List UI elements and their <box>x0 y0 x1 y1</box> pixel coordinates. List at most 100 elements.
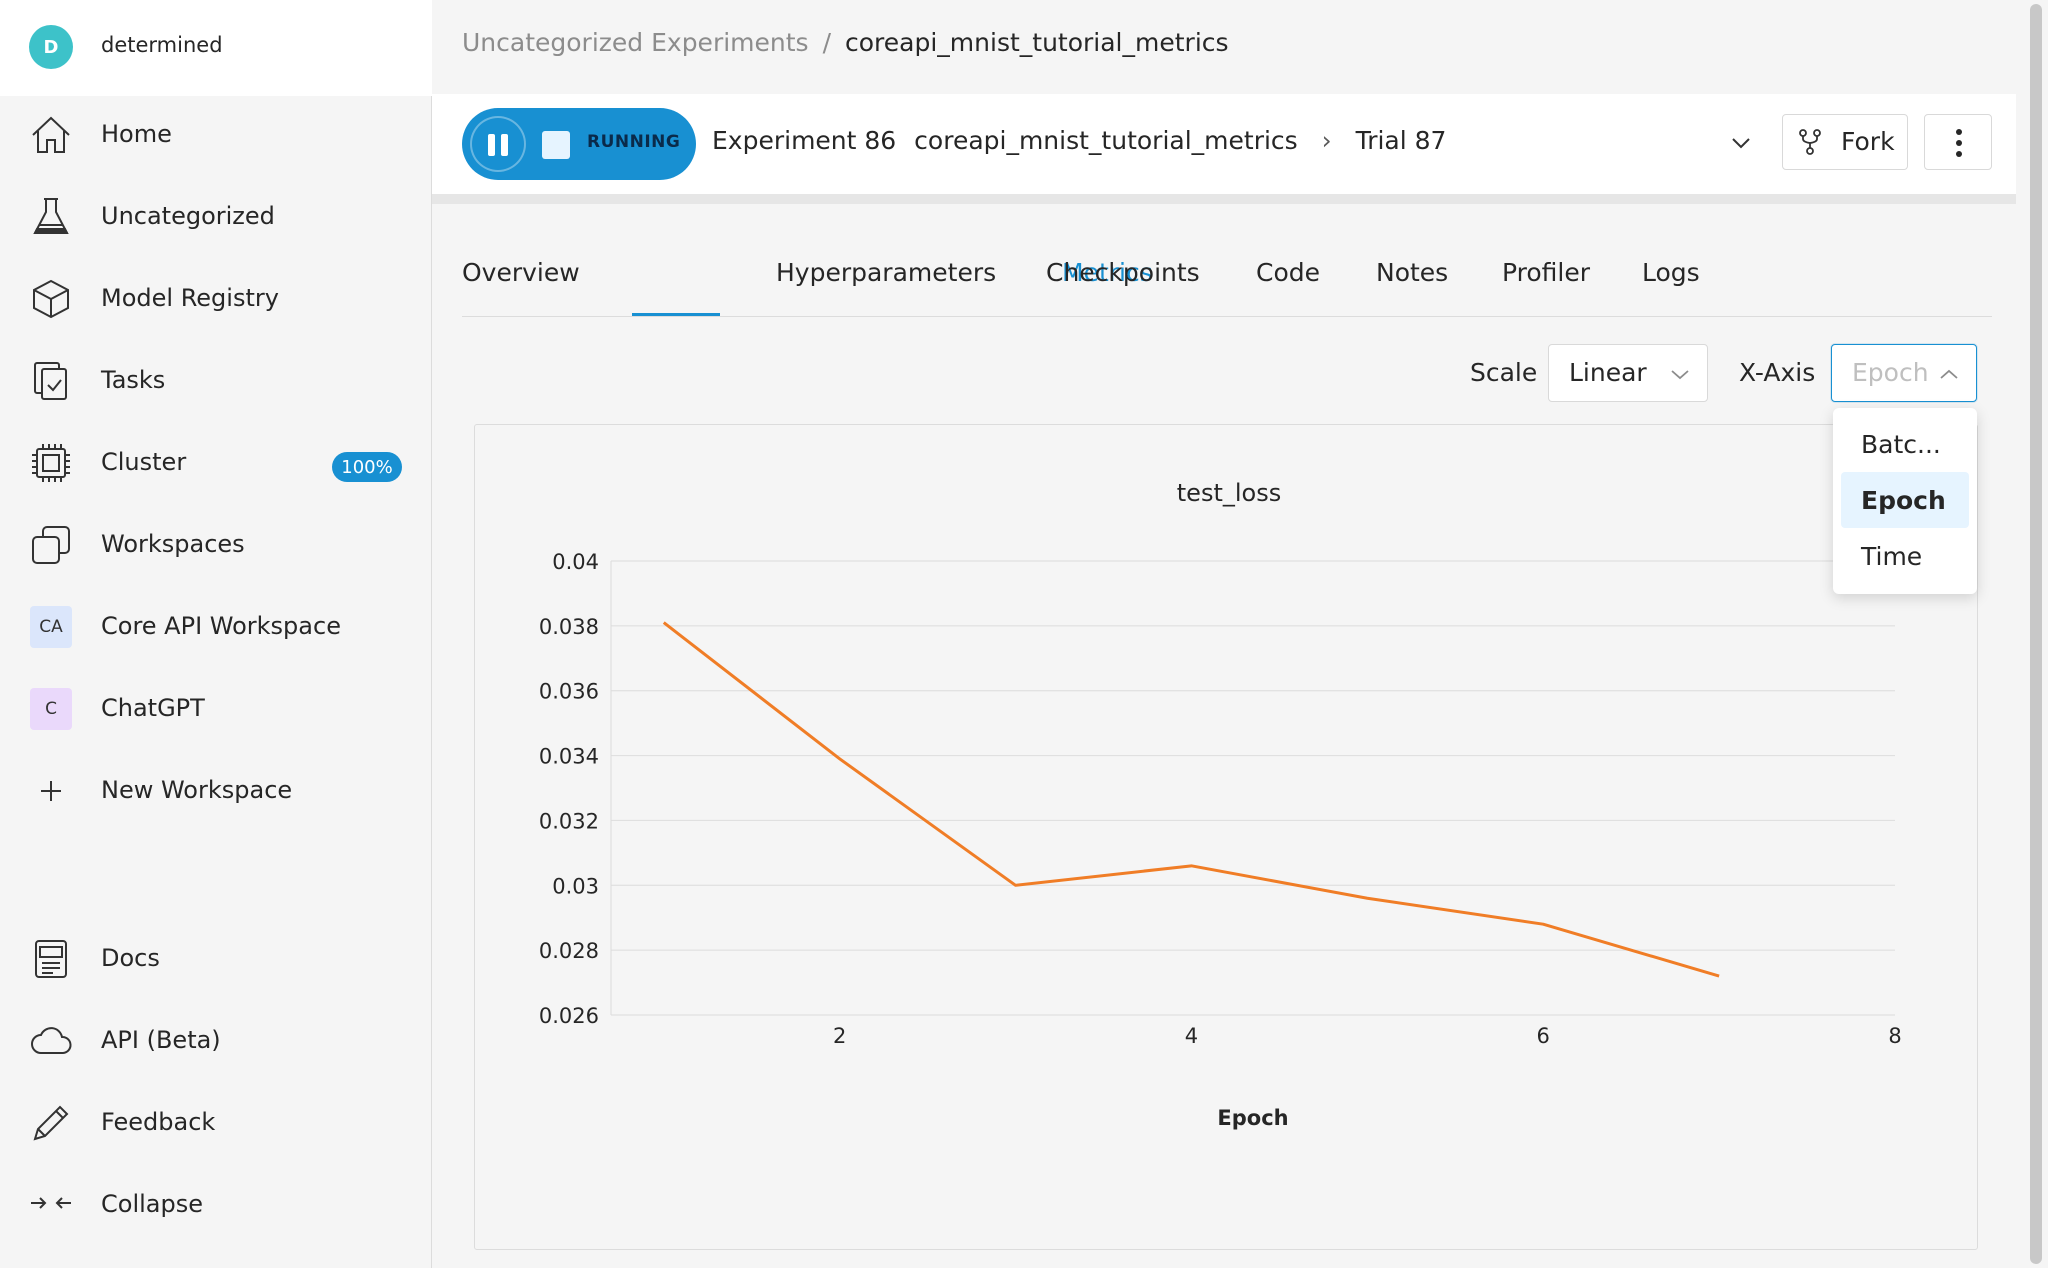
workspace-avatar-c: C <box>30 688 72 730</box>
x-tick-label: 8 <box>1888 1024 1901 1048</box>
sidebar-item-model-registry[interactable]: Model Registry <box>0 258 432 338</box>
chevron-right-icon: › <box>1321 126 1332 155</box>
tab-logs[interactable]: Logs <box>1642 258 1700 287</box>
stop-button[interactable] <box>542 131 570 159</box>
tab-profiler[interactable]: Profiler <box>1502 258 1591 287</box>
y-tick-label: 0.034 <box>539 745 599 769</box>
sidebar-item-docs[interactable]: Docs <box>0 918 432 998</box>
chart-title: test_loss <box>1177 479 1281 507</box>
y-tick-label: 0.038 <box>539 615 599 639</box>
tab-checkpoints[interactable]: Checkpoints <box>1046 258 1200 287</box>
chevron-up-icon <box>1940 369 1958 379</box>
cube-icon <box>28 276 74 322</box>
chip-icon <box>28 440 74 486</box>
page-scrollbar[interactable] <box>2024 0 2048 1268</box>
option-label: Time <box>1861 542 1923 571</box>
sidebar-item-label: Tasks <box>101 366 166 394</box>
xaxis-select[interactable]: Epoch <box>1831 344 1977 402</box>
sidebar-item-new-workspace[interactable]: New Workspace <box>0 750 432 830</box>
sidebar-item-label: Uncategorized <box>101 202 275 230</box>
chart-card: test_loss 0.026 0.028 0.03 0.032 0.034 0.036 0.… <box>474 424 1978 1250</box>
trial-id: Trial 87 <box>1355 126 1447 155</box>
x-tick-label: 4 <box>1185 1024 1198 1048</box>
sidebar: D determined Home Uncategorized Model Re… <box>0 0 432 1268</box>
home-icon <box>28 112 74 158</box>
cluster-usage-badge: 100% <box>332 452 402 482</box>
workspace-tile: CA <box>28 604 74 650</box>
y-tick-label: 0.04 <box>552 550 599 574</box>
tab-hyperparameters[interactable]: Hyperparameters <box>776 258 997 287</box>
sidebar-item-label: Cluster <box>101 448 187 476</box>
y-tick-label: 0.03 <box>552 874 599 898</box>
sidebar-item-label: Collapse <box>101 1190 203 1218</box>
sidebar-item-api[interactable]: API (Beta) <box>0 1000 432 1080</box>
experiment-title: Experiment 86 coreapi_mnist_tutorial_met… <box>712 126 1446 155</box>
workspace-tile: C <box>28 686 74 732</box>
x-axis-label: Epoch <box>1217 1106 1288 1130</box>
flask-icon <box>28 194 74 240</box>
user-menu[interactable]: D determined <box>0 0 432 96</box>
scale-label: Scale <box>1470 358 1538 387</box>
tab-bar: Overview Metrics Hyperparameters Checkpo… <box>462 250 1992 317</box>
collapse-icon <box>28 1182 74 1228</box>
sidebar-item-label: Workspaces <box>101 530 245 558</box>
xaxis-label: X-Axis <box>1739 358 1816 387</box>
scale-value: Linear <box>1569 358 1647 387</box>
cloud-icon <box>28 1018 74 1064</box>
sidebar-item-cluster[interactable]: Cluster 100% <box>0 422 432 502</box>
sidebar-item-tasks[interactable]: Tasks <box>0 340 432 420</box>
status-badge: RUNNING <box>587 132 681 152</box>
tab-overview[interactable]: Overview <box>462 258 580 287</box>
xaxis-option-epoch[interactable]: Epoch <box>1841 472 1969 528</box>
sidebar-item-label: Core API Workspace <box>101 612 341 640</box>
test-loss-chart: test_loss 0.026 0.028 0.03 0.032 0.034 0.036 0.… <box>539 479 1902 1130</box>
sidebar-item-workspaces[interactable]: Workspaces <box>0 504 432 584</box>
fork-icon <box>1799 129 1821 155</box>
fork-button[interactable]: Fork <box>1782 114 1908 170</box>
pause-button[interactable] <box>470 116 526 172</box>
xaxis-option-batches[interactable]: Batc... <box>1841 416 1969 472</box>
option-label: Batc... <box>1861 430 1941 459</box>
sidebar-item-feedback[interactable]: Feedback <box>0 1082 432 1162</box>
sidebar-item-label: New Workspace <box>101 776 293 804</box>
chevron-down-icon[interactable] <box>1728 130 1754 156</box>
sidebar-item-home[interactable]: Home <box>0 94 432 174</box>
tab-metrics[interactable]: Metrics <box>1062 258 1153 287</box>
docs-icon <box>28 936 74 982</box>
status-pill: RUNNING <box>462 108 696 180</box>
breadcrumb-separator: / <box>822 28 832 57</box>
sidebar-item-label: ChatGPT <box>101 694 205 722</box>
experiment-name[interactable]: coreapi_mnist_tutorial_metrics <box>914 126 1298 155</box>
chevron-down-icon <box>1671 370 1689 380</box>
avatar[interactable]: D <box>29 25 73 69</box>
option-label: Epoch <box>1861 486 1946 515</box>
experiment-header: RUNNING Experiment 86 coreapi_mnist_tuto… <box>432 94 2016 204</box>
sidebar-item-uncategorized[interactable]: Uncategorized <box>0 176 432 256</box>
scale-select[interactable]: Linear <box>1548 344 1708 402</box>
more-options-button[interactable] <box>1924 114 1992 170</box>
breadcrumb-parent-link[interactable]: Uncategorized Experiments <box>462 28 809 57</box>
x-tick-label: 2 <box>833 1024 846 1048</box>
x-tick-label: 6 <box>1537 1024 1550 1048</box>
xaxis-dropdown: Batc... Epoch Time <box>1833 408 1977 594</box>
workspace-avatar-ca: CA <box>30 606 72 648</box>
experiment-id[interactable]: Experiment 86 <box>712 126 897 155</box>
sidebar-item-core-api-workspace[interactable]: CA Core API Workspace <box>0 586 432 666</box>
y-tick-label: 0.028 <box>539 939 599 963</box>
sidebar-item-label: Model Registry <box>101 284 279 312</box>
y-tick-label: 0.026 <box>539 1004 599 1028</box>
main-content: Uncategorized Experiments / coreapi_mnist_… <box>432 0 2016 1268</box>
scrollbar-thumb[interactable] <box>2030 4 2042 1264</box>
breadcrumb: Uncategorized Experiments / coreapi_mnist_… <box>462 28 1229 57</box>
tab-notes[interactable]: Notes <box>1376 258 1449 287</box>
sidebar-item-chatgpt[interactable]: C ChatGPT <box>0 668 432 748</box>
user-name: determined <box>101 33 223 57</box>
xaxis-value: Epoch <box>1852 358 1929 387</box>
tasks-icon <box>28 358 74 404</box>
pencil-icon <box>28 1100 74 1146</box>
y-tick-label: 0.036 <box>539 680 599 704</box>
sidebar-collapse[interactable]: Collapse <box>0 1164 432 1244</box>
xaxis-option-time[interactable]: Time <box>1841 528 1969 584</box>
fork-label: Fork <box>1841 127 1895 156</box>
tab-code[interactable]: Code <box>1256 258 1321 287</box>
